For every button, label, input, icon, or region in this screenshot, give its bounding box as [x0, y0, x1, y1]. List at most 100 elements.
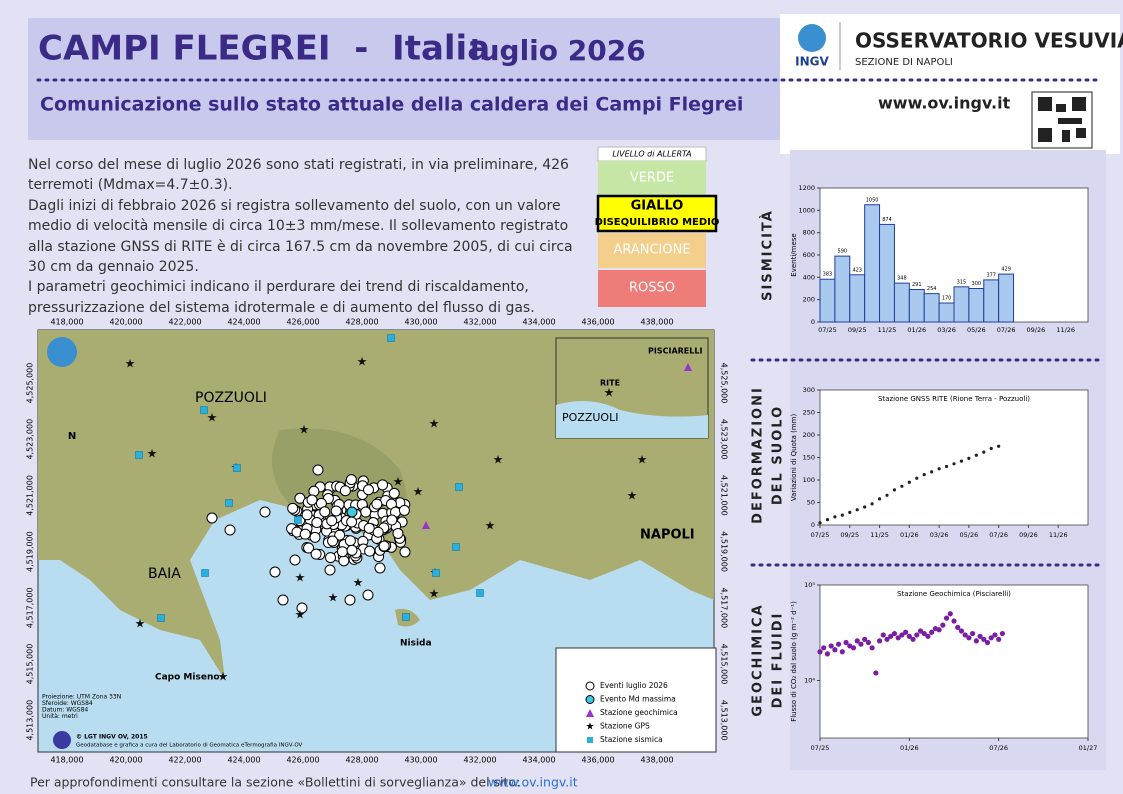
- ingv-map-logo: [47, 337, 77, 367]
- seismic-marker: [294, 516, 302, 524]
- seismic-marker: [233, 464, 241, 472]
- map-y-label: 4,523,000: [720, 419, 729, 460]
- event-marker: [336, 546, 348, 558]
- point: [850, 645, 857, 651]
- point: [888, 633, 894, 639]
- event-marker: [319, 506, 331, 518]
- point: [824, 651, 831, 657]
- event-marker: [344, 594, 356, 606]
- event-marker: [372, 526, 384, 538]
- point: [925, 633, 931, 639]
- y-tick-label: 400: [803, 273, 815, 281]
- event-marker: [206, 512, 218, 524]
- map-layer: 418,000 418,000 420,000 420,000 422,000 422,0…: [26, 318, 729, 765]
- map-x-label: 438,000: [640, 318, 673, 327]
- event-marker: [277, 594, 289, 606]
- point: [907, 480, 911, 484]
- projection-info: Sferoide: WGS84: [42, 700, 93, 707]
- alert-title: LIVELLO di ALLERTA: [612, 150, 691, 159]
- point: [943, 615, 950, 621]
- event-marker: [339, 485, 351, 497]
- legend-label: Evento Md massima: [600, 695, 676, 704]
- section: SEZIONE DI NAPOLI: [855, 57, 953, 68]
- footer-link[interactable]: www.ov.ingv.it: [488, 775, 578, 790]
- map-x-label: 432,000: [463, 756, 496, 765]
- map-x-label: 424,000: [227, 318, 260, 327]
- y-tick-label: 50: [807, 499, 815, 507]
- map-y-label: 4,525,000: [720, 363, 729, 404]
- gps-marker: ★: [627, 489, 638, 503]
- map-y-label: 4,525,000: [26, 363, 35, 404]
- projection-info: Datum: WGS84: [42, 707, 88, 714]
- map-y-label: 4,519,000: [720, 531, 729, 572]
- alert-scale: LIVELLO di ALLERTA VERDE GIALLO DISEQUIL…: [595, 146, 719, 307]
- event-marker: [327, 535, 339, 547]
- gps-marker: ★: [493, 453, 504, 467]
- point: [854, 638, 860, 644]
- value-label: 383: [823, 272, 833, 278]
- gps-marker: ★: [295, 608, 306, 622]
- inset-label: POZZUOLI: [562, 411, 618, 424]
- point: [962, 632, 968, 638]
- x-tick-label: 07/26: [989, 744, 1008, 752]
- bar: [968, 288, 985, 323]
- gps-marker: ★: [328, 591, 339, 605]
- point: [981, 636, 987, 642]
- bar: [983, 279, 1000, 323]
- legend-symbol: [587, 737, 593, 743]
- point: [821, 645, 827, 651]
- event-marker: [334, 529, 346, 541]
- point: [817, 649, 823, 655]
- gps-marker: ★: [299, 423, 310, 437]
- point: [982, 450, 986, 454]
- projection-info: Unità: metri: [42, 713, 78, 720]
- event-marker: [287, 502, 299, 514]
- event-marker: [386, 514, 398, 526]
- point: [930, 470, 934, 474]
- x-tick-label: 07/26: [989, 531, 1008, 539]
- map-x-label: 430,000: [404, 318, 437, 327]
- inset-label: RITE: [600, 379, 620, 388]
- y-tick-label: 250: [803, 409, 815, 417]
- event-marker: [224, 524, 236, 536]
- legend-label: Stazione sismica: [600, 735, 663, 744]
- point: [910, 636, 916, 642]
- map-x-label: 418,000: [50, 756, 83, 765]
- legend-symbol: [585, 695, 595, 704]
- gps-marker: ★: [485, 519, 496, 533]
- event-marker: [363, 484, 375, 496]
- event-marker: [269, 566, 281, 578]
- paragraph: Nel corso del mese di luglio 2026 sono s…: [28, 157, 569, 194]
- gps-marker: ★: [295, 571, 306, 585]
- chart-title: Stazione Geochimica (Pisciarelli): [897, 590, 1011, 598]
- alert-level: ROSSO: [629, 281, 675, 296]
- map-y-label: 4,521,000: [26, 475, 35, 516]
- section-label: SISMICITÀ: [760, 209, 776, 301]
- point: [899, 632, 905, 638]
- gps-marker: ★: [218, 670, 229, 684]
- y-tick-label: 800: [803, 229, 815, 237]
- value-label: 315: [957, 279, 967, 285]
- map-x-label: 420,000: [109, 756, 142, 765]
- point: [988, 635, 994, 641]
- point: [915, 476, 919, 480]
- geochem-marker: [684, 363, 692, 371]
- map-x-label: 418,000: [50, 318, 83, 327]
- seismic-marker: [476, 589, 484, 597]
- event-marker: [311, 517, 323, 529]
- y-tick-label: 200: [803, 296, 815, 304]
- place-label: Nisida: [400, 639, 432, 649]
- x-tick-label: 07/25: [811, 531, 830, 539]
- point: [891, 630, 898, 637]
- x-tick-label: 11/26: [1049, 531, 1068, 539]
- point: [855, 508, 859, 512]
- alert-level: VERDE: [630, 171, 674, 186]
- event-marker: [299, 528, 311, 540]
- y-axis-label: Variazioni di Quota (mm): [790, 414, 798, 502]
- gps-marker: ★: [357, 355, 368, 369]
- title: CAMPI FLEGREI - Italia: [38, 29, 490, 69]
- legend-symbol: ★: [586, 722, 595, 733]
- map-y-label: 4,517,000: [26, 587, 35, 628]
- point: [959, 459, 964, 463]
